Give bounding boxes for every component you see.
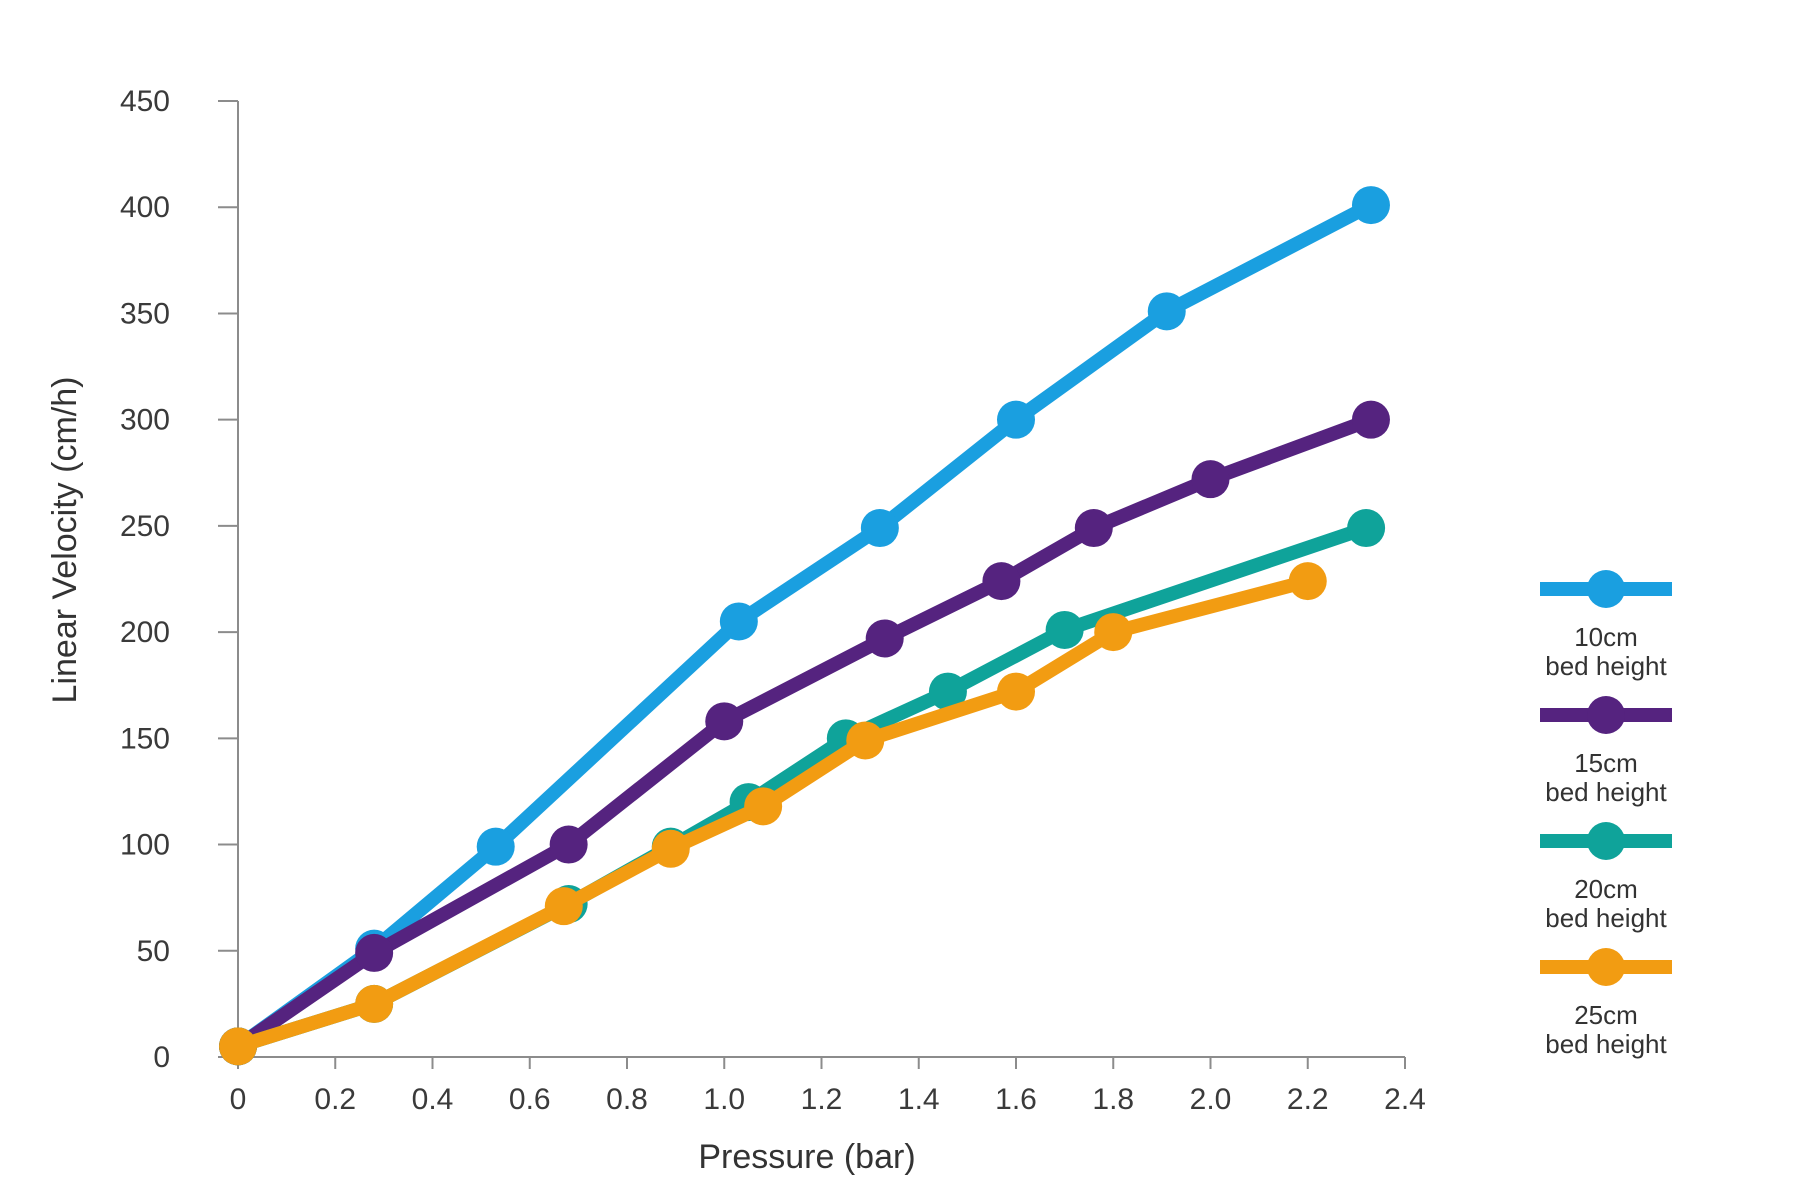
series-line bbox=[231, 198, 1378, 1054]
y-tick-label: 0 bbox=[153, 1041, 170, 1074]
x-tick-label: 2.2 bbox=[1287, 1083, 1329, 1116]
data-point bbox=[1045, 610, 1084, 649]
legend-swatch-marker bbox=[1587, 696, 1625, 734]
x-tick-label: 1.2 bbox=[801, 1083, 843, 1116]
legend-label-line2: bed height bbox=[1545, 651, 1667, 681]
x-tick-label: 1.8 bbox=[1092, 1083, 1134, 1116]
y-axis-title: Linear Velocity (cm/h) bbox=[46, 377, 84, 704]
data-point bbox=[1351, 186, 1390, 225]
data-point bbox=[1191, 460, 1230, 499]
legend-label-line1: 20cm bbox=[1574, 874, 1638, 904]
data-point bbox=[219, 1027, 257, 1066]
y-tick-label: 50 bbox=[137, 935, 170, 968]
y-tick-label: 350 bbox=[120, 297, 170, 330]
plot-area bbox=[219, 186, 1390, 1066]
data-point bbox=[744, 787, 783, 826]
data-point bbox=[355, 933, 394, 972]
y-axis-ticks: 0 50 100 150 200 250 300 350 400 450 bbox=[120, 85, 238, 1074]
x-tick-label: 0 bbox=[230, 1083, 247, 1116]
data-point bbox=[997, 672, 1035, 711]
y-tick-label: 400 bbox=[120, 191, 170, 224]
x-axis-ticks: 0 0.2 0.4 0.6 0.8 1.0 1.2 1.4 1.6 1.8 2.0 2.2 2.4 bbox=[230, 1057, 1426, 1116]
y-tick-label: 100 bbox=[120, 829, 170, 862]
legend-label-line1: 25cm bbox=[1574, 1000, 1638, 1030]
x-tick-label: 0.8 bbox=[606, 1083, 648, 1116]
data-point bbox=[1347, 509, 1386, 548]
x-tick-label: 1.0 bbox=[703, 1083, 745, 1116]
data-point bbox=[997, 400, 1035, 439]
data-point bbox=[651, 829, 690, 868]
data-point bbox=[1351, 400, 1390, 439]
data-point bbox=[1074, 509, 1113, 548]
data-point bbox=[865, 619, 904, 658]
data-point bbox=[1094, 613, 1133, 652]
legend-label-line2: bed height bbox=[1545, 777, 1667, 807]
data-point bbox=[705, 702, 744, 741]
legend-swatch-marker bbox=[1587, 570, 1625, 608]
data-point bbox=[846, 721, 885, 760]
legend-label-line2: bed height bbox=[1545, 1029, 1667, 1059]
series-line bbox=[231, 412, 1378, 1054]
series-1 bbox=[219, 400, 1390, 1066]
x-tick-label: 0.6 bbox=[509, 1083, 551, 1116]
data-point bbox=[544, 887, 583, 926]
data-point bbox=[860, 509, 899, 548]
data-point bbox=[1288, 562, 1327, 601]
data-point bbox=[1147, 292, 1186, 331]
legend-label-line1: 10cm bbox=[1574, 622, 1638, 652]
legend-label-line1: 15cm bbox=[1574, 748, 1638, 778]
y-tick-label: 250 bbox=[120, 510, 170, 543]
x-tick-label: 2.4 bbox=[1384, 1083, 1426, 1116]
x-tick-label: 1.4 bbox=[898, 1083, 940, 1116]
x-tick-label: 0.2 bbox=[314, 1083, 356, 1116]
legend-label-line2: bed height bbox=[1545, 903, 1667, 933]
axes bbox=[228, 101, 1405, 1058]
y-tick-label: 450 bbox=[120, 85, 170, 118]
legend-swatch-marker bbox=[1587, 948, 1625, 986]
data-point bbox=[549, 825, 588, 864]
series-3 bbox=[219, 562, 1327, 1066]
y-tick-label: 150 bbox=[120, 722, 170, 755]
data-point bbox=[719, 602, 758, 641]
y-tick-label: 300 bbox=[120, 404, 170, 437]
x-tick-label: 2.0 bbox=[1190, 1083, 1232, 1116]
x-tick-label: 0.4 bbox=[412, 1083, 454, 1116]
x-tick-label: 1.6 bbox=[995, 1083, 1037, 1116]
legend-swatch-marker bbox=[1587, 822, 1625, 860]
y-tick-label: 200 bbox=[120, 616, 170, 649]
data-point bbox=[355, 984, 394, 1023]
x-axis-title: Pressure (bar) bbox=[698, 1138, 915, 1176]
data-point bbox=[928, 672, 967, 711]
data-point bbox=[476, 827, 515, 866]
data-point bbox=[982, 562, 1021, 601]
